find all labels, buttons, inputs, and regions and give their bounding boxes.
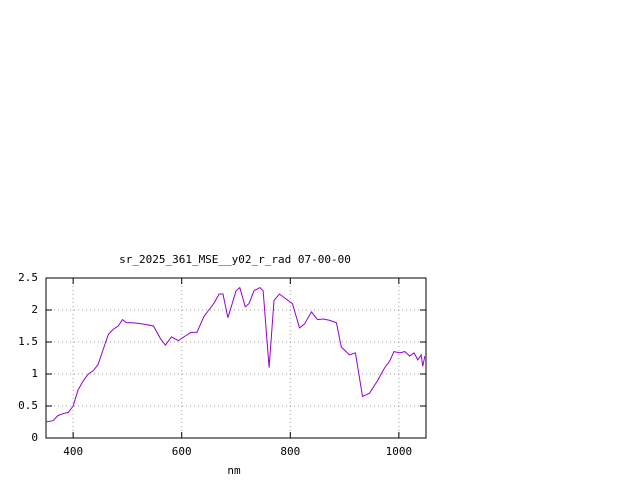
y-tick-label: 2 [31,303,38,316]
y-tick-label: 0 [31,431,38,444]
plot-border [45,277,427,439]
y-tick-label: 1.5 [18,335,38,348]
y-tick-label: 1 [31,367,38,380]
x-tick-label: 1000 [386,445,413,458]
x-tick-label: 600 [172,445,192,458]
x-tick-label: 800 [280,445,300,458]
x-axis-label: nm [227,464,241,477]
chart-title: sr_2025_361_MSE__y02_r_rad 07-00-00 [119,253,351,266]
data-line [45,286,426,423]
x-tick-label: 400 [63,445,83,458]
y-tick-label: 2.5 [18,271,38,284]
y-tick-label: 0.5 [18,399,38,412]
